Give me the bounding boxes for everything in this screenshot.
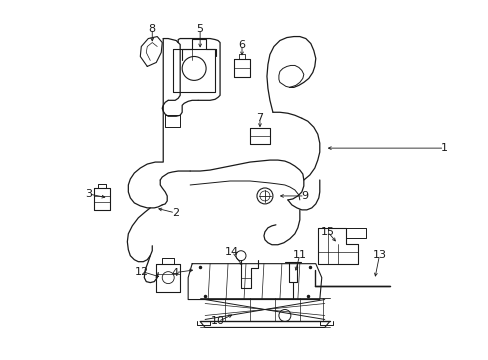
Text: 12: 12: [135, 267, 149, 276]
Text: 6: 6: [238, 40, 245, 50]
Text: 8: 8: [148, 24, 156, 33]
Text: 1: 1: [440, 143, 447, 153]
Text: 10: 10: [211, 316, 224, 327]
Text: 11: 11: [292, 250, 306, 260]
Text: 15: 15: [320, 227, 334, 237]
Text: 4: 4: [171, 267, 179, 278]
Text: 3: 3: [85, 189, 92, 199]
Text: 13: 13: [372, 250, 386, 260]
Text: 2: 2: [171, 208, 179, 218]
Text: 9: 9: [301, 191, 308, 201]
Text: 5: 5: [196, 24, 203, 33]
Text: 7: 7: [256, 113, 263, 123]
Text: 14: 14: [224, 247, 239, 257]
